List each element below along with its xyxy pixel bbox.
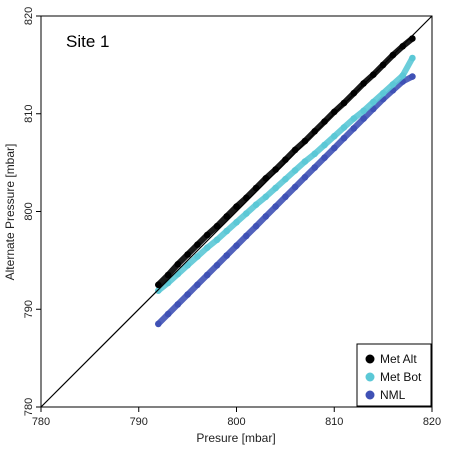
data-point-met-bot <box>321 141 328 149</box>
legend-marker-nml <box>365 390 375 400</box>
data-point-nml <box>155 320 162 328</box>
data-point-met-bot <box>331 132 338 140</box>
data-point-nml <box>174 301 182 308</box>
legend-label-met-bot: Met Bot <box>380 370 422 384</box>
x-tick-label: 780 <box>32 416 50 428</box>
y-tick-label: 810 <box>23 105 35 123</box>
data-point-met-bot <box>233 219 240 226</box>
legend-label-nml: NML <box>380 388 406 402</box>
data-point-met-alt <box>311 128 319 135</box>
data-point-met-bot <box>311 150 319 158</box>
data-point-nml <box>272 203 279 210</box>
data-point-met-bot <box>340 124 348 131</box>
x-tick-label: 790 <box>130 416 148 428</box>
data-point-met-bot <box>243 210 250 217</box>
legend-label-met-alt: Met Alt <box>380 352 417 366</box>
data-point-met-alt <box>213 222 221 230</box>
data-point-met-alt <box>360 80 367 87</box>
data-point-met-bot <box>282 175 289 183</box>
data-point-met-bot <box>194 253 201 260</box>
y-tick-label: 820 <box>23 7 35 25</box>
data-point-nml <box>350 125 358 132</box>
x-tick-label: 820 <box>423 416 441 428</box>
data-point-met-bot <box>301 158 309 165</box>
data-point-met-alt <box>350 89 358 97</box>
data-point-nml <box>291 183 299 191</box>
data-point-nml <box>252 222 260 230</box>
x-axis-label: Presure [mbar] <box>196 431 275 445</box>
data-point-met-alt <box>203 231 211 239</box>
data-point-met-bot <box>203 244 211 251</box>
data-point-met-alt <box>155 281 162 289</box>
data-point-met-alt <box>340 99 348 107</box>
legend-marker-met-bot <box>365 372 375 382</box>
data-point-nml <box>301 174 309 181</box>
data-point-met-bot <box>155 287 162 295</box>
data-point-nml <box>321 154 328 161</box>
data-point-met-bot <box>370 98 377 106</box>
data-point-met-alt <box>164 271 172 279</box>
y-tick-label: 800 <box>23 202 35 220</box>
data-point-met-bot <box>350 115 358 122</box>
data-point-met-alt <box>331 108 338 116</box>
data-point-met-bot <box>262 193 270 201</box>
data-point-met-bot <box>272 184 279 192</box>
data-point-met-alt <box>301 137 309 145</box>
data-point-met-alt <box>223 213 230 220</box>
data-point-nml <box>331 144 338 152</box>
legend-marker-met-alt <box>365 354 375 364</box>
data-point-met-bot <box>399 72 407 79</box>
plot-marks <box>155 35 416 328</box>
data-point-nml <box>409 73 416 80</box>
legend: Met Alt Met Bot NML <box>356 343 432 407</box>
data-point-nml <box>340 134 348 142</box>
data-point-met-alt <box>233 203 240 210</box>
data-point-met-bot <box>291 167 299 174</box>
data-point-met-bot <box>252 201 260 208</box>
data-point-met-alt <box>174 261 182 268</box>
data-point-met-bot <box>409 54 416 62</box>
data-point-nml <box>233 242 240 249</box>
data-point-met-bot <box>184 262 191 269</box>
data-point-nml <box>194 281 201 289</box>
data-point-nml <box>262 213 270 220</box>
data-point-met-bot <box>213 236 221 244</box>
data-point-nml <box>184 291 191 298</box>
data-point-met-alt <box>399 43 407 50</box>
x-tick-label: 810 <box>325 416 343 428</box>
data-point-met-alt <box>184 251 191 258</box>
data-point-nml <box>203 271 211 279</box>
data-point-nml <box>243 232 250 240</box>
y-tick-label: 780 <box>23 398 35 416</box>
data-point-met-bot <box>379 89 387 97</box>
data-point-nml <box>282 193 289 201</box>
one-to-one-line <box>40 15 433 408</box>
data-point-nml <box>213 262 221 269</box>
panel-label: Site 1 <box>66 32 109 51</box>
y-tick-label: 790 <box>23 300 35 318</box>
data-point-nml <box>223 252 230 259</box>
y-axis-label: Alternate Pressure [mbar] <box>3 144 17 281</box>
x-tick-label: 800 <box>227 416 245 428</box>
data-point-nml <box>311 164 319 171</box>
data-point-nml <box>164 310 172 318</box>
axes: 780 790 800 810 820 780 790 800 810 820 <box>23 7 441 428</box>
data-point-met-bot <box>389 81 397 88</box>
data-point-met-alt <box>194 241 201 248</box>
data-point-met-alt <box>321 118 328 125</box>
data-point-nml <box>360 115 367 122</box>
data-point-met-bot <box>223 227 230 235</box>
data-point-met-bot <box>360 107 367 115</box>
